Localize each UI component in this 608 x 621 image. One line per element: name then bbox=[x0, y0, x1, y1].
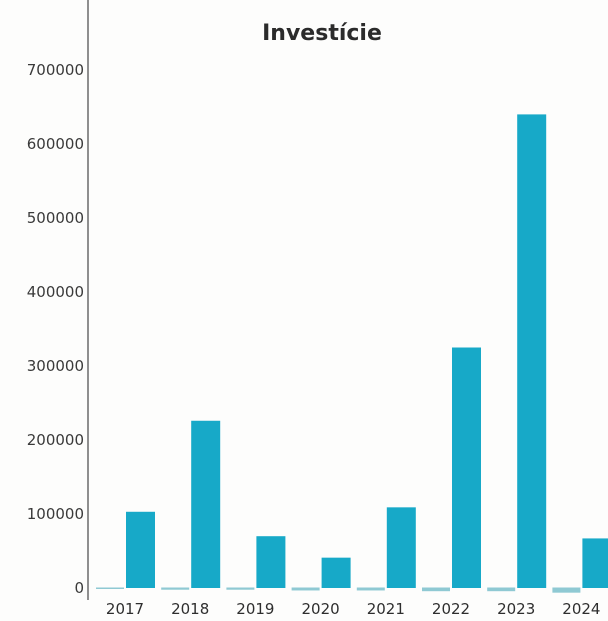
bar-secondary bbox=[552, 587, 581, 593]
bar-secondary bbox=[161, 587, 190, 590]
y-tick-label: 700000 bbox=[27, 61, 84, 79]
bar-secondary bbox=[422, 587, 450, 592]
bar bbox=[321, 557, 351, 588]
x-tick-label: 2021 bbox=[367, 600, 405, 618]
bar-secondary bbox=[291, 587, 320, 591]
bar bbox=[191, 420, 221, 588]
y-tick-label: 400000 bbox=[27, 283, 84, 301]
x-tick-label: 2019 bbox=[236, 600, 274, 618]
y-axis-ticks: 0 100000 200000 300000 400000 500000 600000 700… bbox=[27, 61, 84, 597]
bar-secondary bbox=[356, 587, 385, 591]
bars-group bbox=[96, 114, 608, 593]
x-tick-label: 2018 bbox=[171, 600, 209, 618]
bar-secondary bbox=[226, 587, 255, 590]
y-tick-label: 500000 bbox=[27, 209, 84, 227]
bar bbox=[126, 511, 155, 588]
x-tick-label: 2017 bbox=[106, 600, 144, 618]
bar bbox=[517, 114, 547, 589]
bar bbox=[582, 538, 608, 588]
x-tick-label: 2023 bbox=[497, 600, 535, 618]
bar-secondary bbox=[96, 587, 124, 589]
y-tick-label: 200000 bbox=[27, 431, 84, 449]
bar-secondary bbox=[487, 587, 516, 592]
x-tick-label: 2024 bbox=[562, 600, 600, 618]
bar bbox=[256, 536, 286, 588]
bar bbox=[386, 507, 416, 588]
y-tick-label: 600000 bbox=[27, 135, 84, 153]
x-tick-label: 2022 bbox=[432, 600, 470, 618]
x-tick-label: 2020 bbox=[302, 600, 340, 618]
y-tick-label: 300000 bbox=[27, 357, 84, 375]
x-axis-ticks: 2017 2018 2019 2020 2021 2022 2023 2024 bbox=[106, 600, 601, 618]
chart-title: Investície bbox=[262, 21, 382, 46]
y-tick-label: 0 bbox=[74, 579, 84, 597]
bar bbox=[452, 347, 481, 588]
y-tick-label: 100000 bbox=[27, 505, 84, 523]
